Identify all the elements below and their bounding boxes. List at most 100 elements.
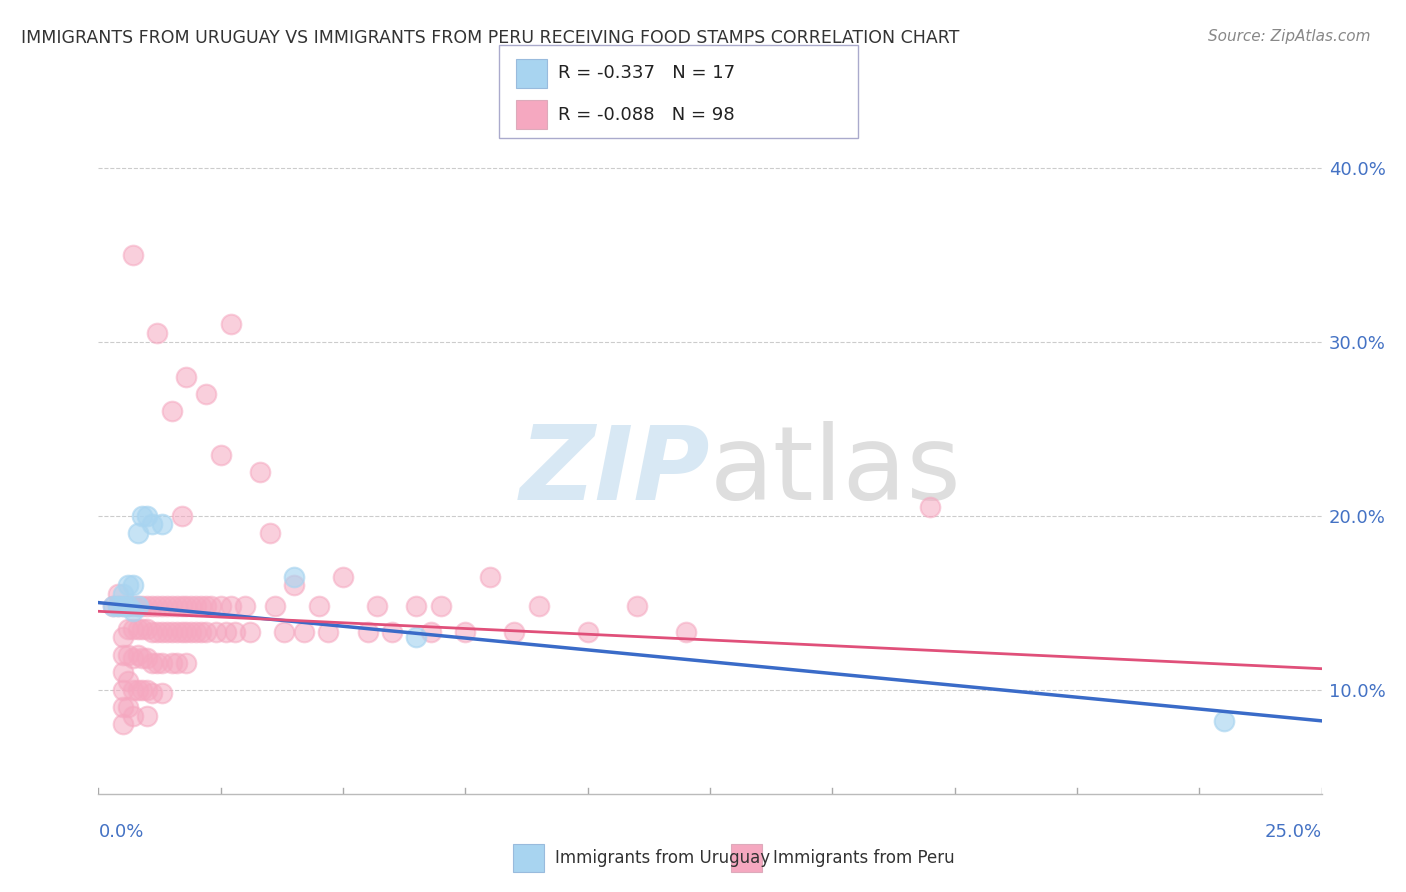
Point xyxy=(121,622,143,636)
Point xyxy=(146,599,169,613)
Text: R = -0.337   N = 17: R = -0.337 N = 17 xyxy=(558,64,735,82)
Point xyxy=(166,625,188,640)
Point xyxy=(121,604,143,618)
Point xyxy=(190,599,212,613)
Point xyxy=(141,599,163,613)
Point xyxy=(121,682,143,697)
Text: 25.0%: 25.0% xyxy=(1264,822,1322,840)
Point xyxy=(117,578,139,592)
Point xyxy=(150,599,173,613)
Point xyxy=(170,508,193,523)
Point xyxy=(117,648,139,662)
Point xyxy=(283,569,305,583)
Point xyxy=(176,599,198,613)
Text: Source: ZipAtlas.com: Source: ZipAtlas.com xyxy=(1208,29,1371,44)
Point xyxy=(141,686,163,700)
Point xyxy=(111,700,134,714)
Point xyxy=(186,599,208,613)
Point xyxy=(160,599,183,613)
Point xyxy=(136,708,159,723)
Point xyxy=(141,517,163,532)
Point xyxy=(160,404,183,418)
Point xyxy=(180,599,202,613)
Point xyxy=(111,665,134,680)
Point xyxy=(180,625,202,640)
Point xyxy=(150,657,173,671)
Point xyxy=(503,625,526,640)
Point xyxy=(205,625,228,640)
Text: Immigrants from Peru: Immigrants from Peru xyxy=(773,849,955,867)
Point xyxy=(156,625,179,640)
Point xyxy=(209,448,232,462)
Point xyxy=(121,651,143,665)
Point xyxy=(117,599,139,613)
Point xyxy=(111,587,134,601)
Point xyxy=(127,599,149,613)
Point xyxy=(259,526,281,541)
Point xyxy=(136,622,159,636)
Point xyxy=(176,657,198,671)
Point xyxy=(675,625,697,640)
Point xyxy=(117,673,139,688)
Point xyxy=(170,625,193,640)
Point xyxy=(186,625,208,640)
Point xyxy=(107,599,129,613)
Text: IMMIGRANTS FROM URUGUAY VS IMMIGRANTS FROM PERU RECEIVING FOOD STAMPS CORRELATIO: IMMIGRANTS FROM URUGUAY VS IMMIGRANTS FR… xyxy=(21,29,959,46)
Point xyxy=(136,599,159,613)
Point xyxy=(127,622,149,636)
Point xyxy=(405,599,427,613)
Point xyxy=(273,625,295,640)
Point xyxy=(127,682,149,697)
Point xyxy=(136,508,159,523)
Point xyxy=(111,717,134,731)
Point xyxy=(166,657,188,671)
Point xyxy=(176,625,198,640)
Point xyxy=(141,657,163,671)
Point xyxy=(127,648,149,662)
Point xyxy=(131,682,153,697)
Point xyxy=(111,599,134,613)
Point xyxy=(420,625,443,640)
Point xyxy=(308,599,330,613)
Point xyxy=(107,587,129,601)
Point xyxy=(478,569,501,583)
Point xyxy=(150,625,173,640)
Point xyxy=(121,248,143,262)
Point xyxy=(195,387,218,401)
Point xyxy=(111,631,134,645)
Point xyxy=(166,599,188,613)
Point xyxy=(131,508,153,523)
Point xyxy=(146,326,169,340)
Point xyxy=(136,682,159,697)
Point xyxy=(224,625,246,640)
Point xyxy=(117,599,139,613)
Point xyxy=(430,599,453,613)
Text: ZIP: ZIP xyxy=(519,420,710,522)
Point xyxy=(318,625,340,640)
Point xyxy=(150,686,173,700)
Point xyxy=(117,700,139,714)
Point xyxy=(176,369,198,384)
Point xyxy=(209,599,232,613)
Point xyxy=(146,657,169,671)
Point xyxy=(249,465,271,479)
Point xyxy=(160,657,183,671)
Point xyxy=(170,599,193,613)
Point xyxy=(101,599,124,613)
Text: Immigrants from Uruguay: Immigrants from Uruguay xyxy=(555,849,770,867)
Point xyxy=(239,625,262,640)
Point xyxy=(150,517,173,532)
Point xyxy=(111,682,134,697)
Point xyxy=(136,651,159,665)
Point xyxy=(111,599,134,613)
Point xyxy=(527,599,550,613)
Point xyxy=(454,625,477,640)
Point xyxy=(233,599,256,613)
Point xyxy=(576,625,599,640)
Point xyxy=(121,708,143,723)
Point xyxy=(131,622,153,636)
Point xyxy=(366,599,388,613)
Point xyxy=(107,599,129,613)
Point xyxy=(117,622,139,636)
Text: atlas: atlas xyxy=(710,420,962,522)
